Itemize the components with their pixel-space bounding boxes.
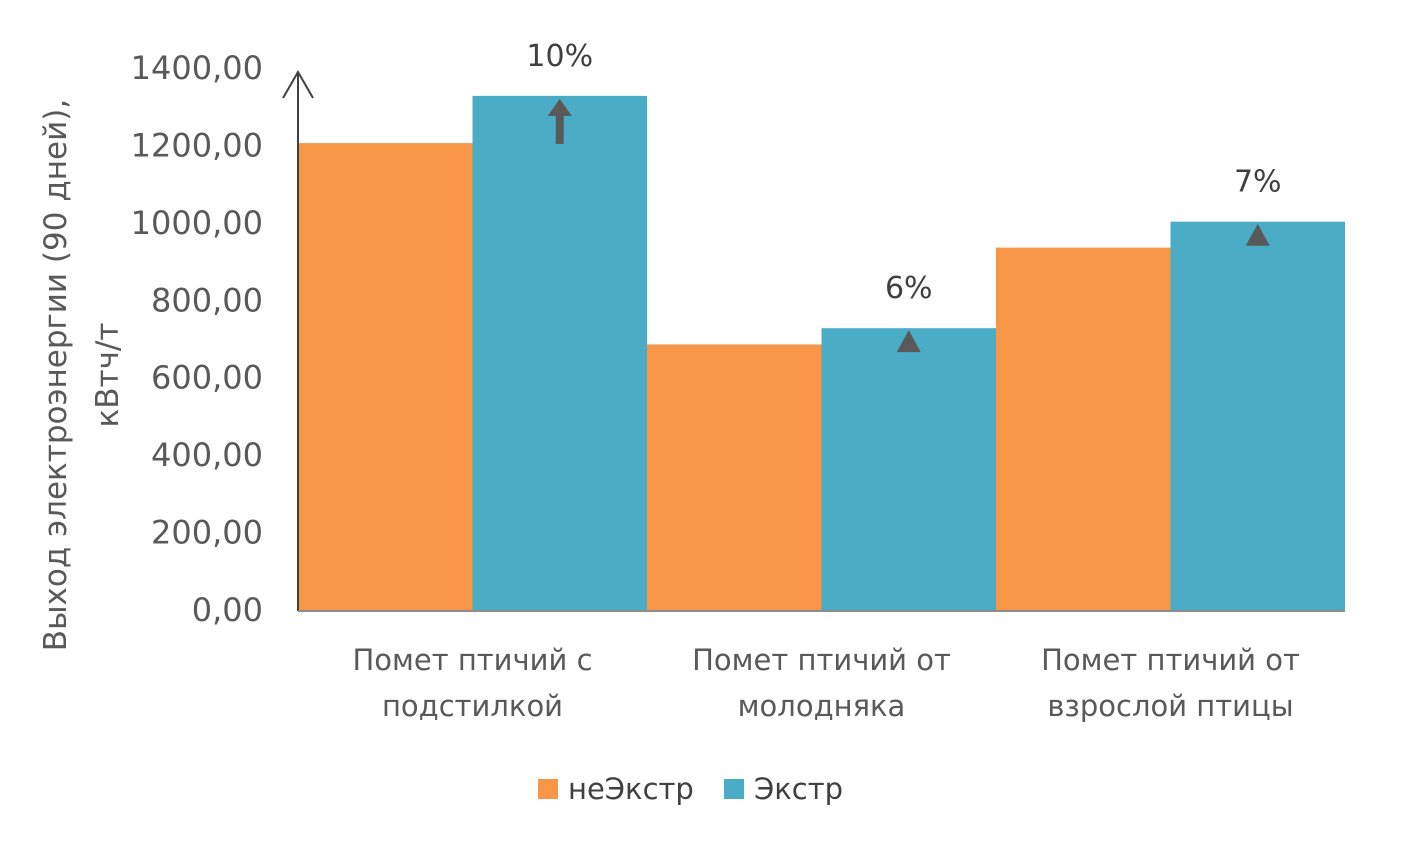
bar-extr-2 [821, 328, 996, 610]
y-axis-arrow-icon [282, 69, 314, 99]
y-tick-label: 400,00 [151, 436, 263, 474]
y-tick-label: 600,00 [151, 359, 263, 397]
y-tick-label: 0,00 [192, 591, 263, 629]
y-axis-title: Выход электроэнергии (90 дней), [38, 99, 74, 651]
up-arrow-icon [547, 98, 572, 116]
bar-ne-extr-3 [996, 247, 1171, 611]
x-category-label: взрослой птицы [1047, 689, 1293, 723]
up-arrow-icon [555, 111, 564, 144]
x-category-label: молодняка [738, 689, 906, 723]
x-category-label: Помет птичий от [692, 643, 951, 677]
increase-percent-label: 7% [1234, 165, 1282, 200]
legend-label: неЭкстр [568, 772, 694, 806]
axes-layer [282, 69, 1345, 612]
x-category-label: подстилкой [382, 689, 563, 723]
y-tick-label: 1400,00 [131, 49, 263, 87]
x-category-label: Помет птичий с [352, 643, 592, 677]
legend: неЭкстр Экстр [538, 772, 843, 806]
y-tick-label: 800,00 [151, 281, 263, 319]
bar-extr-3 [1170, 221, 1345, 610]
bar-extr-1 [472, 95, 647, 611]
up-triangle-icon [896, 330, 921, 353]
increase-percent-label: 10% [526, 39, 593, 74]
legend-swatch [538, 779, 558, 799]
bar-ne-extr-2 [647, 344, 822, 610]
y-tick-label: 200,00 [151, 514, 263, 552]
x-category-label: Помет птичий от [1041, 643, 1300, 677]
y-axis-title: кВтч/т [90, 323, 126, 428]
y-tick-label: 1200,00 [131, 126, 263, 164]
labels-layer: 0,00 200,00 400,00 600,00 800,00 1000,00 1200,… [38, 39, 1300, 723]
up-triangle-icon [1245, 223, 1270, 246]
legend-swatch [724, 779, 744, 799]
increase-percent-label: 6% [885, 271, 933, 306]
bars-layer [298, 95, 1345, 611]
y-tick-label: 1000,00 [131, 204, 263, 242]
legend-label: Экстр [754, 772, 843, 806]
bar-ne-extr-1 [298, 143, 473, 610]
